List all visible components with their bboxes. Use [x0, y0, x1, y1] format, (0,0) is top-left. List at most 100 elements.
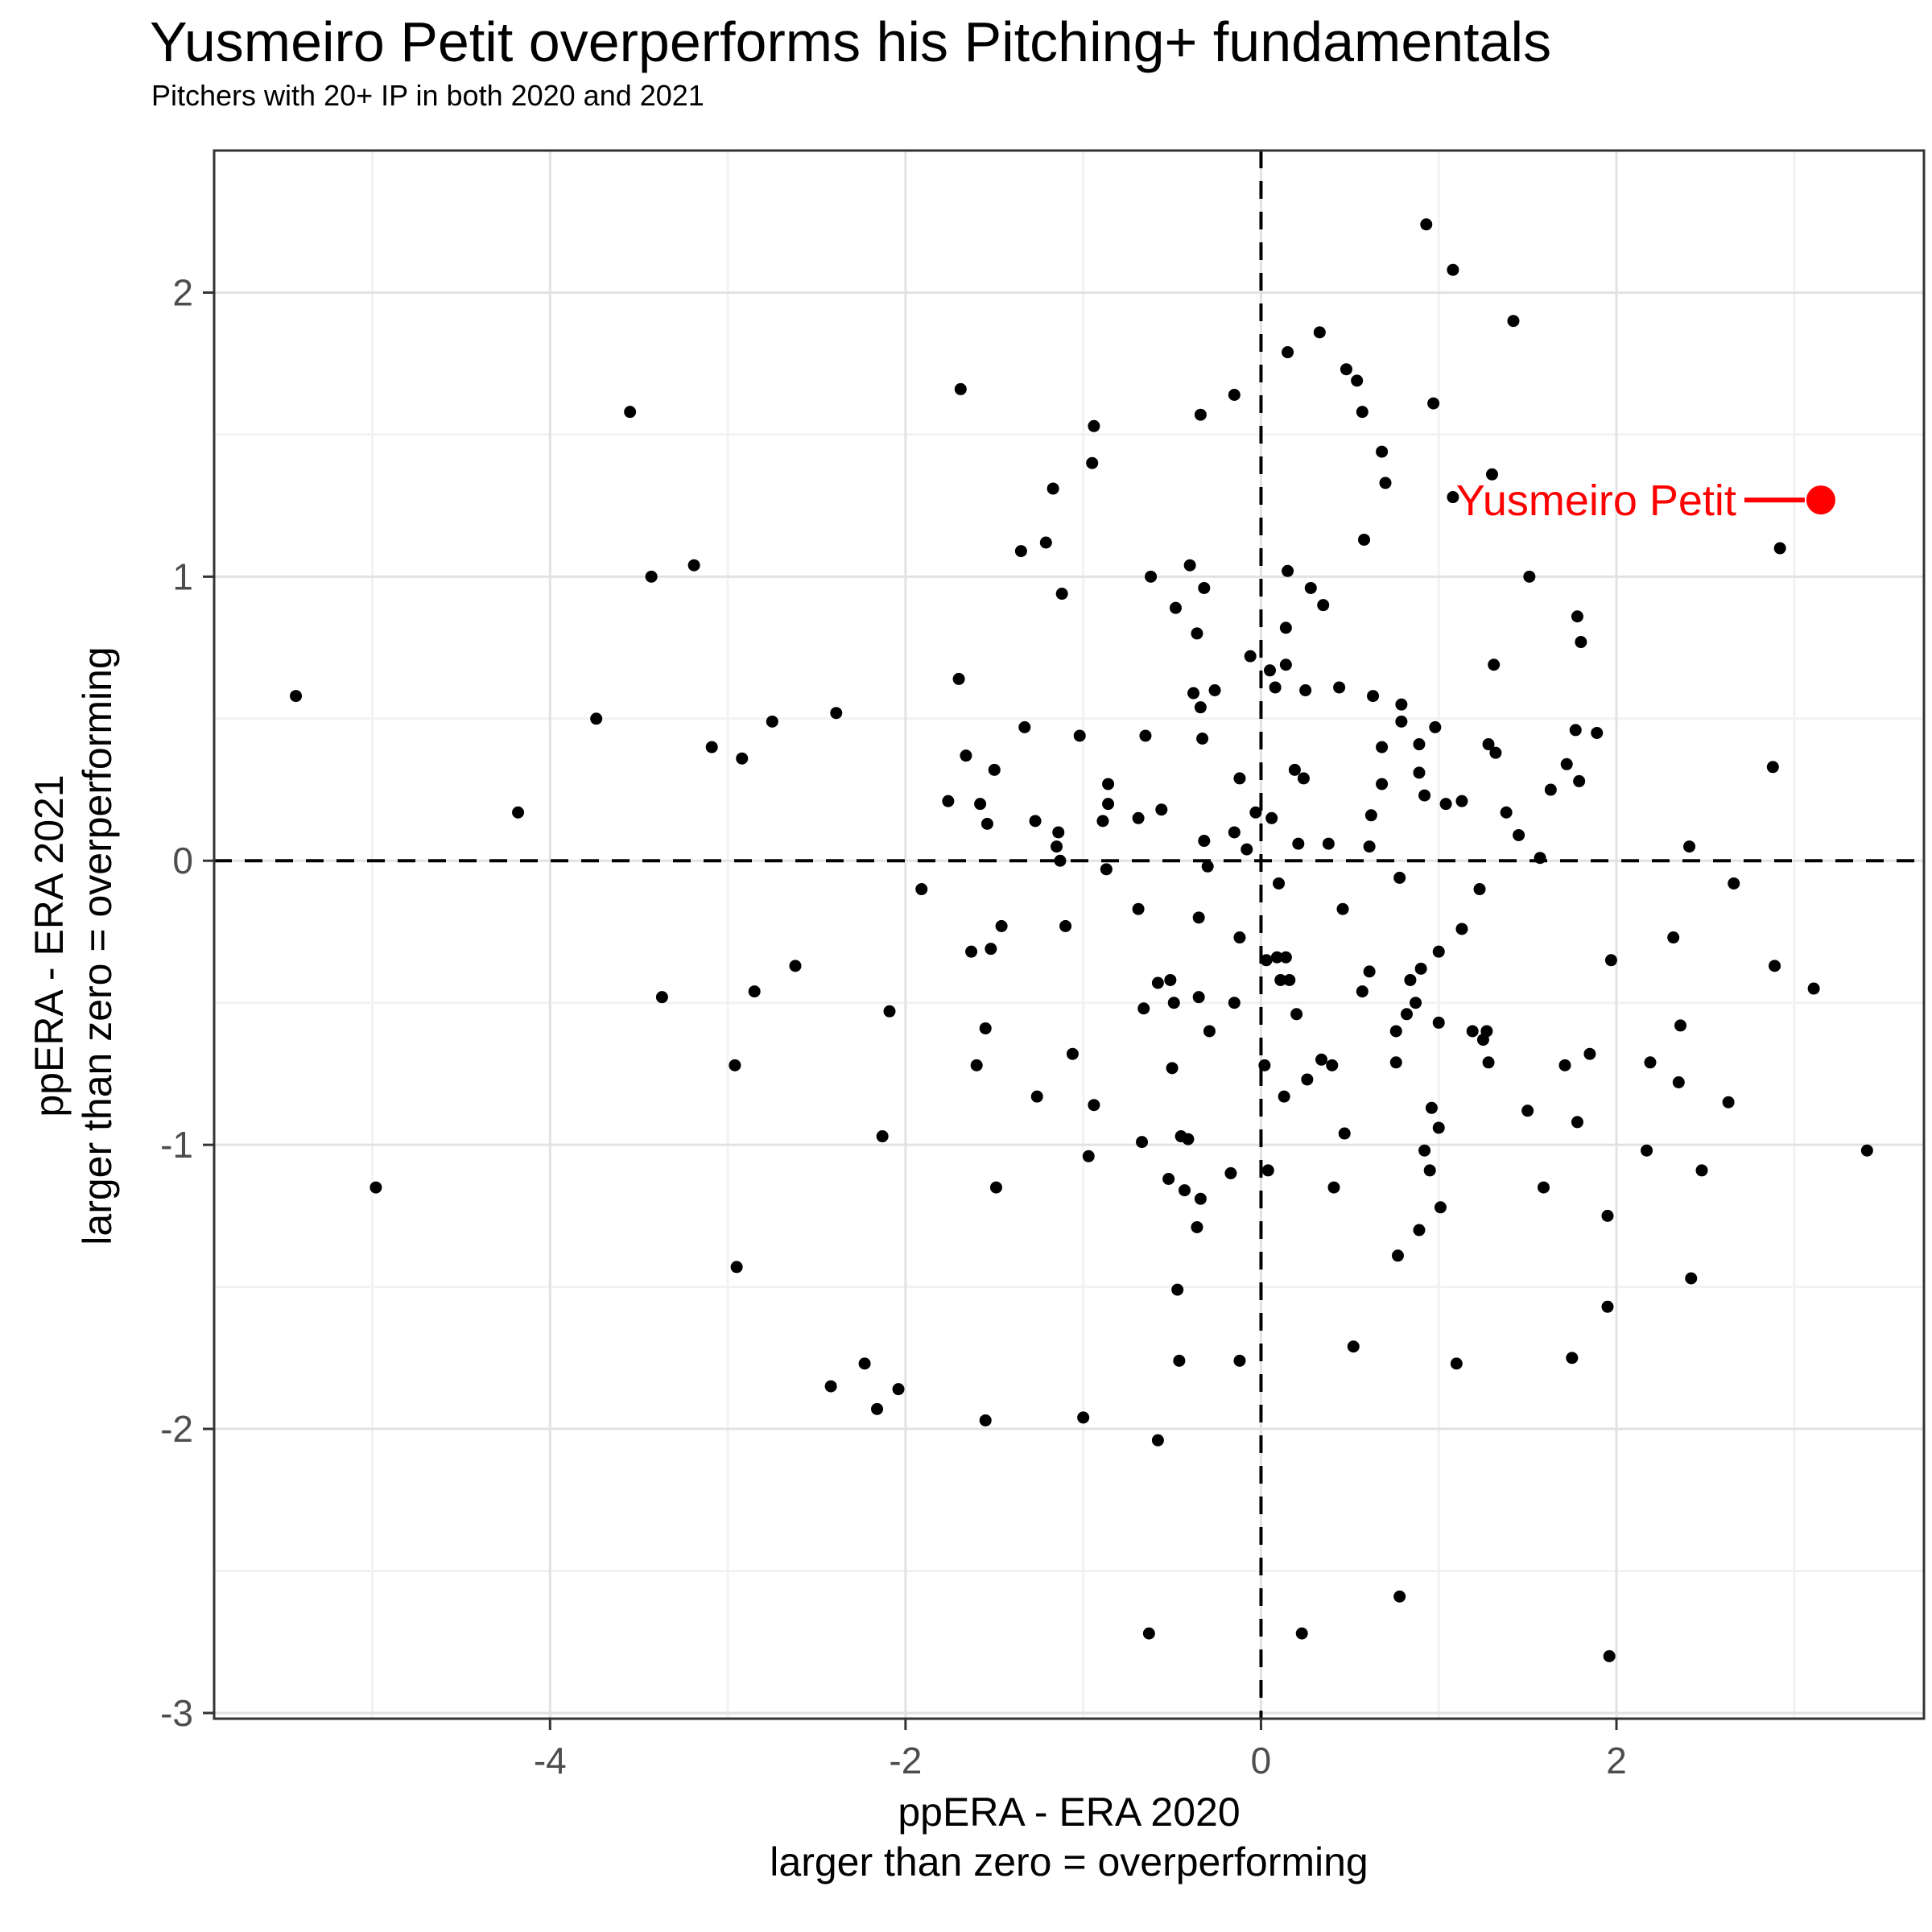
- data-point: [1191, 1220, 1203, 1233]
- data-point: [1051, 840, 1063, 853]
- data-point: [1191, 627, 1203, 640]
- x-tick-label: -2: [889, 1740, 922, 1781]
- data-point: [1290, 1008, 1303, 1021]
- data-point: [1233, 1354, 1246, 1367]
- data-point: [1194, 408, 1207, 421]
- data-point: [1569, 724, 1582, 737]
- y-tick-label: 2: [172, 271, 193, 313]
- data-point: [1088, 1099, 1100, 1112]
- x-tick-label: 0: [1251, 1740, 1272, 1781]
- data-point: [766, 715, 778, 728]
- data-point: [1244, 650, 1257, 663]
- data-point: [1088, 419, 1100, 432]
- data-point: [1322, 837, 1335, 850]
- data-point: [1173, 1354, 1186, 1367]
- data-point: [876, 1130, 889, 1143]
- data-point: [1326, 1059, 1339, 1071]
- data-point: [1192, 911, 1205, 924]
- data-point: [1722, 1096, 1735, 1108]
- data-point: [1418, 1144, 1431, 1157]
- data-point: [1363, 840, 1376, 853]
- data-point: [1187, 687, 1200, 700]
- axis-ticks-layer: [203, 291, 1618, 1730]
- data-point: [965, 945, 978, 958]
- data-point: [1279, 621, 1292, 634]
- data-point: [1066, 1047, 1079, 1060]
- data-point: [1769, 960, 1781, 972]
- data-point: [1389, 1056, 1402, 1069]
- data-point: [1376, 741, 1389, 753]
- page-subtitle: Pitchers with 20+ IP in both 2020 and 20…: [151, 79, 704, 112]
- data-point: [1228, 826, 1241, 839]
- data-point: [1100, 863, 1113, 876]
- data-point: [1039, 536, 1052, 549]
- data-point: [1356, 985, 1368, 998]
- data-point: [1169, 601, 1182, 614]
- data-point: [748, 985, 761, 998]
- data-point: [1145, 570, 1158, 583]
- data-point: [645, 570, 658, 583]
- data-point: [871, 1402, 884, 1415]
- data-point: [1364, 809, 1377, 822]
- highlighted-point: [1806, 485, 1835, 515]
- y-tick-label: -1: [160, 1124, 193, 1166]
- data-point: [1171, 1283, 1184, 1296]
- data-point: [1082, 1150, 1095, 1162]
- data-point: [1413, 738, 1426, 751]
- data-point: [979, 1022, 992, 1034]
- data-point: [655, 991, 668, 1004]
- data-point: [1208, 684, 1221, 697]
- data-point: [1340, 363, 1352, 376]
- data-point: [1571, 1116, 1583, 1129]
- data-point: [1482, 738, 1495, 751]
- data-point: [1376, 778, 1389, 791]
- data-point: [1358, 533, 1371, 546]
- data-point: [1292, 837, 1305, 850]
- data-point: [1297, 772, 1310, 785]
- data-point: [1137, 1002, 1150, 1015]
- data-point: [1139, 729, 1152, 742]
- data-point: [1447, 263, 1459, 276]
- data-point: [1283, 973, 1296, 986]
- data-point: [1162, 1172, 1175, 1185]
- data-point: [1288, 763, 1301, 776]
- data-point: [1507, 315, 1520, 328]
- data-point: [1544, 783, 1557, 796]
- data-point: [1077, 1411, 1090, 1424]
- data-point: [985, 943, 997, 956]
- panel-bg-rect: [214, 151, 1924, 1719]
- data-point: [1198, 835, 1211, 848]
- data-point: [1351, 374, 1364, 387]
- data-point: [1500, 806, 1513, 819]
- data-point: [1773, 542, 1786, 555]
- data-point: [1228, 997, 1241, 1009]
- data-point: [1482, 1056, 1495, 1069]
- panel-border: [213, 149, 1926, 1720]
- data-point: [1274, 973, 1287, 986]
- data-point: [290, 690, 303, 703]
- data-point: [1194, 701, 1207, 714]
- gridlines-layer: [214, 151, 1924, 1719]
- data-point: [1534, 852, 1546, 865]
- data-point: [1299, 684, 1312, 697]
- data-point: [1167, 997, 1180, 1009]
- data-point: [1573, 774, 1586, 787]
- data-point: [883, 1005, 896, 1018]
- data-point: [1269, 681, 1282, 694]
- data-point: [1455, 795, 1468, 807]
- data-point: [730, 1261, 743, 1274]
- data-point: [1151, 1434, 1164, 1447]
- data-point: [1674, 1019, 1687, 1032]
- data-point: [1513, 828, 1525, 841]
- data-point: [1059, 919, 1072, 932]
- points-layer: [290, 218, 1873, 1662]
- data-point: [1295, 1627, 1308, 1640]
- data-point: [1571, 610, 1583, 623]
- data-point: [687, 559, 700, 572]
- data-point: [892, 1383, 905, 1396]
- data-point: [1583, 1047, 1596, 1060]
- data-point: [1447, 491, 1459, 504]
- data-point: [1317, 599, 1330, 612]
- data-point: [1102, 798, 1115, 811]
